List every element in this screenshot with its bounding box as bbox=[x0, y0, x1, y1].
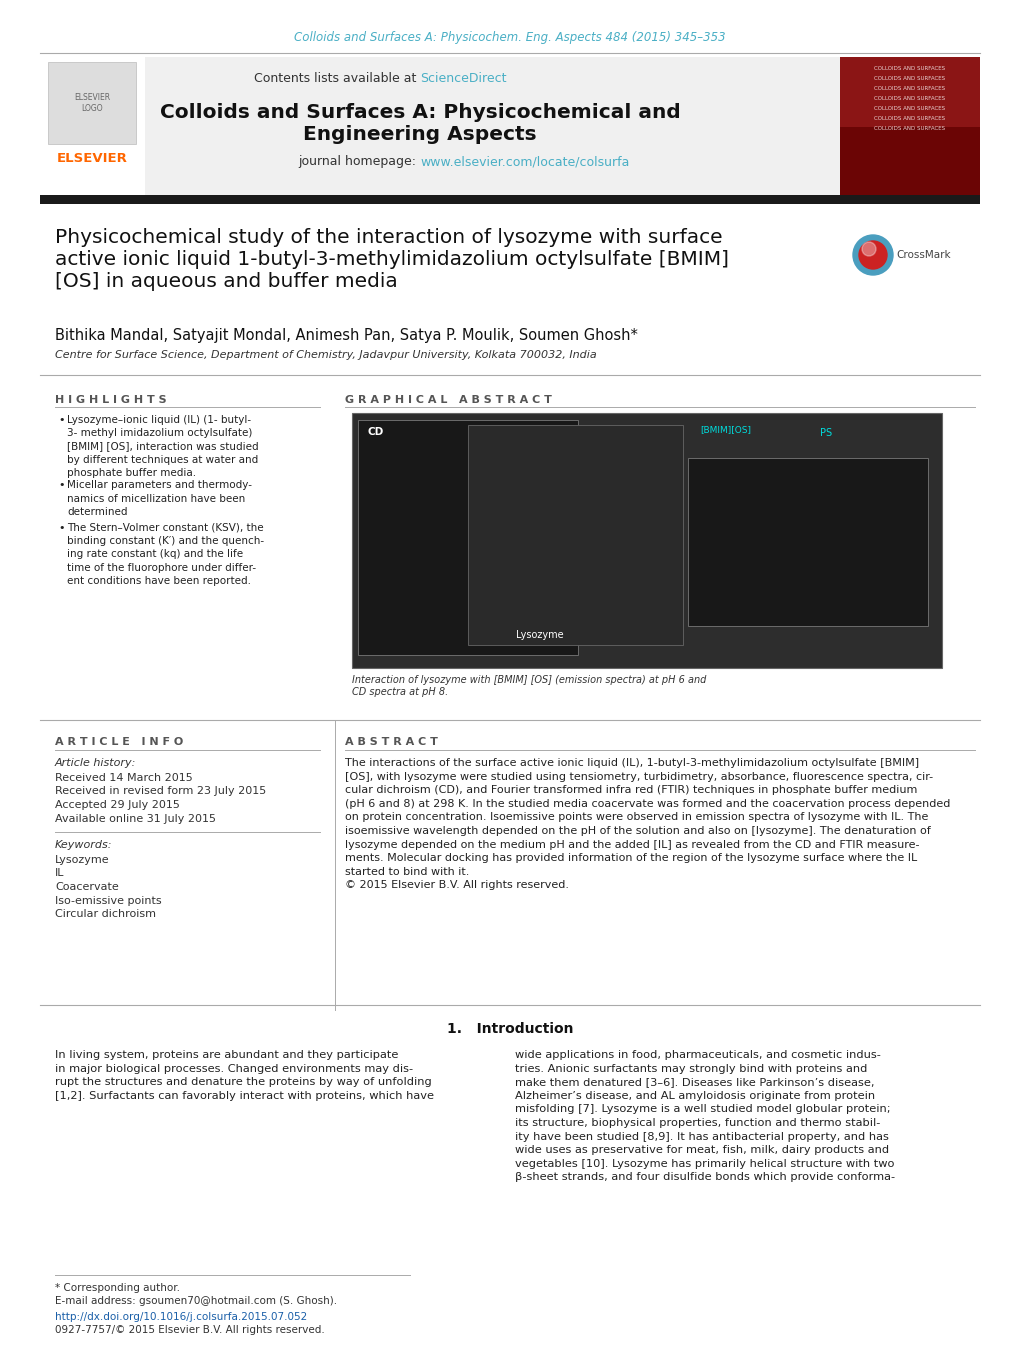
Text: Coacervate: Coacervate bbox=[55, 882, 118, 892]
Text: 0927-7757/© 2015 Elsevier B.V. All rights reserved.: 0927-7757/© 2015 Elsevier B.V. All right… bbox=[55, 1325, 324, 1335]
Text: •: • bbox=[58, 415, 64, 426]
Text: www.elsevier.com/locate/colsurfa: www.elsevier.com/locate/colsurfa bbox=[420, 155, 629, 169]
Text: Accepted 29 July 2015: Accepted 29 July 2015 bbox=[55, 800, 179, 811]
Text: Colloids and Surfaces A: Physicochemical and: Colloids and Surfaces A: Physicochemical… bbox=[159, 103, 680, 122]
Bar bbox=[840, 57, 979, 195]
Bar bbox=[40, 57, 145, 195]
Text: E-mail address: gsoumen70@hotmail.com (S. Ghosh).: E-mail address: gsoumen70@hotmail.com (S… bbox=[55, 1296, 337, 1306]
Text: Keywords:: Keywords: bbox=[55, 840, 112, 850]
Text: A R T I C L E   I N F O: A R T I C L E I N F O bbox=[55, 738, 183, 747]
Text: COLLOIDS AND SURFACES: COLLOIDS AND SURFACES bbox=[873, 76, 945, 81]
Text: In living system, proteins are abundant and they participate
in major biological: In living system, proteins are abundant … bbox=[55, 1050, 433, 1101]
Text: Colloids and Surfaces A: Physicochem. Eng. Aspects 484 (2015) 345–353: Colloids and Surfaces A: Physicochem. En… bbox=[293, 31, 726, 45]
Text: COLLOIDS AND SURFACES: COLLOIDS AND SURFACES bbox=[873, 65, 945, 70]
Text: The Stern–Volmer constant (KSV), the
binding constant (K′) and the quench-
ing r: The Stern–Volmer constant (KSV), the bin… bbox=[67, 523, 264, 586]
Bar bbox=[48, 62, 136, 145]
Text: COLLOIDS AND SURFACES: COLLOIDS AND SURFACES bbox=[873, 105, 945, 111]
Text: ELSEVIER: ELSEVIER bbox=[56, 151, 127, 165]
Text: Article history:: Article history: bbox=[55, 758, 137, 767]
Text: Lysozyme–ionic liquid (IL) (1- butyl-
3- methyl imidazolium octylsulfate)
[BMIM]: Lysozyme–ionic liquid (IL) (1- butyl- 3-… bbox=[67, 415, 259, 478]
Text: Iso-emissive points: Iso-emissive points bbox=[55, 896, 161, 905]
Bar bbox=[352, 413, 942, 667]
Text: COLLOIDS AND SURFACES: COLLOIDS AND SURFACES bbox=[873, 126, 945, 131]
Text: 1.   Introduction: 1. Introduction bbox=[446, 1021, 573, 1036]
Text: Contents lists available at: Contents lists available at bbox=[254, 72, 420, 85]
Text: Available online 31 July 2015: Available online 31 July 2015 bbox=[55, 813, 216, 824]
Text: IL: IL bbox=[55, 869, 64, 878]
Bar bbox=[40, 57, 840, 195]
Text: CD: CD bbox=[368, 427, 384, 436]
Text: Physicochemical study of the interaction of lysozyme with surface
active ionic l: Physicochemical study of the interaction… bbox=[55, 228, 729, 290]
Text: Received 14 March 2015: Received 14 March 2015 bbox=[55, 773, 193, 784]
Text: ScienceDirect: ScienceDirect bbox=[420, 72, 506, 85]
Text: [BMIM][OS]: [BMIM][OS] bbox=[699, 426, 750, 434]
Bar bbox=[40, 195, 979, 204]
Text: Lysozyme: Lysozyme bbox=[516, 630, 564, 640]
Text: wide applications in food, pharmaceuticals, and cosmetic indus-
tries. Anionic s: wide applications in food, pharmaceutica… bbox=[515, 1050, 895, 1182]
Text: Received in revised form 23 July 2015: Received in revised form 23 July 2015 bbox=[55, 786, 266, 797]
Text: A B S T R A C T: A B S T R A C T bbox=[344, 738, 437, 747]
Text: COLLOIDS AND SURFACES: COLLOIDS AND SURFACES bbox=[873, 96, 945, 100]
Text: Engineering Aspects: Engineering Aspects bbox=[303, 124, 536, 143]
Text: COLLOIDS AND SURFACES: COLLOIDS AND SURFACES bbox=[873, 85, 945, 91]
Text: G R A P H I C A L   A B S T R A C T: G R A P H I C A L A B S T R A C T bbox=[344, 394, 551, 405]
Text: The interactions of the surface active ionic liquid (IL), 1-butyl-3-methylimidaz: The interactions of the surface active i… bbox=[344, 758, 950, 890]
Text: •: • bbox=[58, 481, 64, 490]
Text: COLLOIDS AND SURFACES: COLLOIDS AND SURFACES bbox=[873, 115, 945, 120]
Text: ELSEVIER
LOGO: ELSEVIER LOGO bbox=[73, 93, 110, 112]
Text: journal homepage:: journal homepage: bbox=[298, 155, 420, 169]
Text: Centre for Surface Science, Department of Chemistry, Jadavpur University, Kolkat: Centre for Surface Science, Department o… bbox=[55, 350, 596, 359]
Text: CrossMark: CrossMark bbox=[895, 250, 950, 259]
Text: * Corresponding author.: * Corresponding author. bbox=[55, 1283, 179, 1293]
Text: •: • bbox=[58, 523, 64, 534]
Text: Lysozyme: Lysozyme bbox=[55, 855, 109, 865]
Circle shape bbox=[861, 242, 875, 255]
Bar bbox=[840, 57, 979, 127]
Text: Interaction of lysozyme with [BMIM] [OS] (emission spectra) at pH 6 and
CD spect: Interaction of lysozyme with [BMIM] [OS]… bbox=[352, 676, 706, 697]
Bar bbox=[688, 458, 927, 626]
Text: http://dx.doi.org/10.1016/j.colsurfa.2015.07.052: http://dx.doi.org/10.1016/j.colsurfa.201… bbox=[55, 1312, 307, 1323]
Text: PS: PS bbox=[819, 428, 832, 438]
Text: H I G H L I G H T S: H I G H L I G H T S bbox=[55, 394, 166, 405]
Text: Micellar parameters and thermody-
namics of micellization have been
determined: Micellar parameters and thermody- namics… bbox=[67, 481, 252, 517]
Text: Circular dichroism: Circular dichroism bbox=[55, 909, 156, 919]
Bar bbox=[358, 420, 578, 655]
Circle shape bbox=[852, 235, 892, 276]
Circle shape bbox=[858, 240, 887, 269]
Text: Bithika Mandal, Satyajit Mondal, Animesh Pan, Satya P. Moulik, Soumen Ghosh*: Bithika Mandal, Satyajit Mondal, Animesh… bbox=[55, 328, 637, 343]
Bar bbox=[468, 426, 683, 644]
